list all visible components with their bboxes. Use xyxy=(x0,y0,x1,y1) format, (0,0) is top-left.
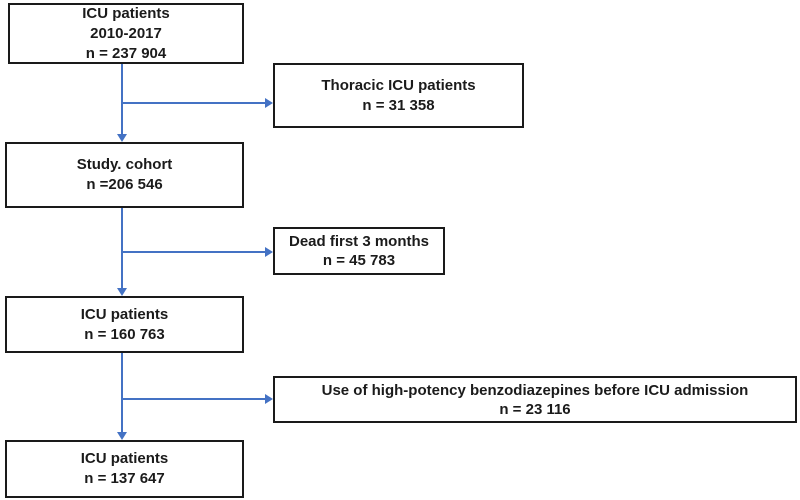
node-line: n =206 546 xyxy=(86,176,163,193)
node-benzodiazepine-use-before-icu-admission: Use of high-potency benzodiazepines befo… xyxy=(273,376,797,423)
node-line: 2010-2017 xyxy=(90,24,162,42)
connector-horizontal-3 xyxy=(122,398,265,400)
connector-vertical-1 xyxy=(121,64,123,134)
arrow-down-icon xyxy=(117,134,127,142)
node-line: Study. cohort xyxy=(76,156,173,173)
node-thoracic-icu-patients: Thoracic ICU patients n = 31 358 xyxy=(273,63,524,128)
node-dead-first-3-months: Dead first 3 months n = 45 783 xyxy=(273,227,445,275)
node-line: Use of high-potency benzodiazepines befo… xyxy=(321,381,749,399)
arrow-down-icon xyxy=(117,288,127,296)
connector-horizontal-2 xyxy=(122,251,265,253)
node-line: n = 137 647 xyxy=(84,470,165,487)
connector-vertical-3 xyxy=(121,353,123,432)
arrow-right-icon xyxy=(265,98,273,108)
node-line: Dead first 3 months xyxy=(288,233,430,250)
node-icu-patients-2010-2017: ICU patients 2010-2017 n = 237 904 xyxy=(8,3,244,64)
connector-vertical-2 xyxy=(121,208,123,288)
node-icu-patients-160763: ICU patients n = 160 763 xyxy=(5,296,244,353)
node-line: n = 237 904 xyxy=(85,44,167,62)
node-line: n = 23 116 xyxy=(499,400,571,418)
node-line: ICU patients xyxy=(80,450,169,467)
node-line: Thoracic ICU patients xyxy=(321,76,476,94)
node-line: n = 45 783 xyxy=(322,252,396,269)
node-line: n = 160 763 xyxy=(84,325,165,343)
arrow-down-icon xyxy=(117,432,127,440)
node-line: ICU patients xyxy=(80,305,169,323)
arrow-right-icon xyxy=(265,394,273,404)
node-study-cohort: Study. cohort n =206 546 xyxy=(5,142,244,208)
connector-horizontal-1 xyxy=(122,102,265,104)
node-icu-patients-137647: ICU patients n = 137 647 xyxy=(5,440,244,498)
arrow-right-icon xyxy=(265,247,273,257)
node-line: ICU patients xyxy=(82,4,170,22)
node-line: n = 31 358 xyxy=(362,96,435,114)
